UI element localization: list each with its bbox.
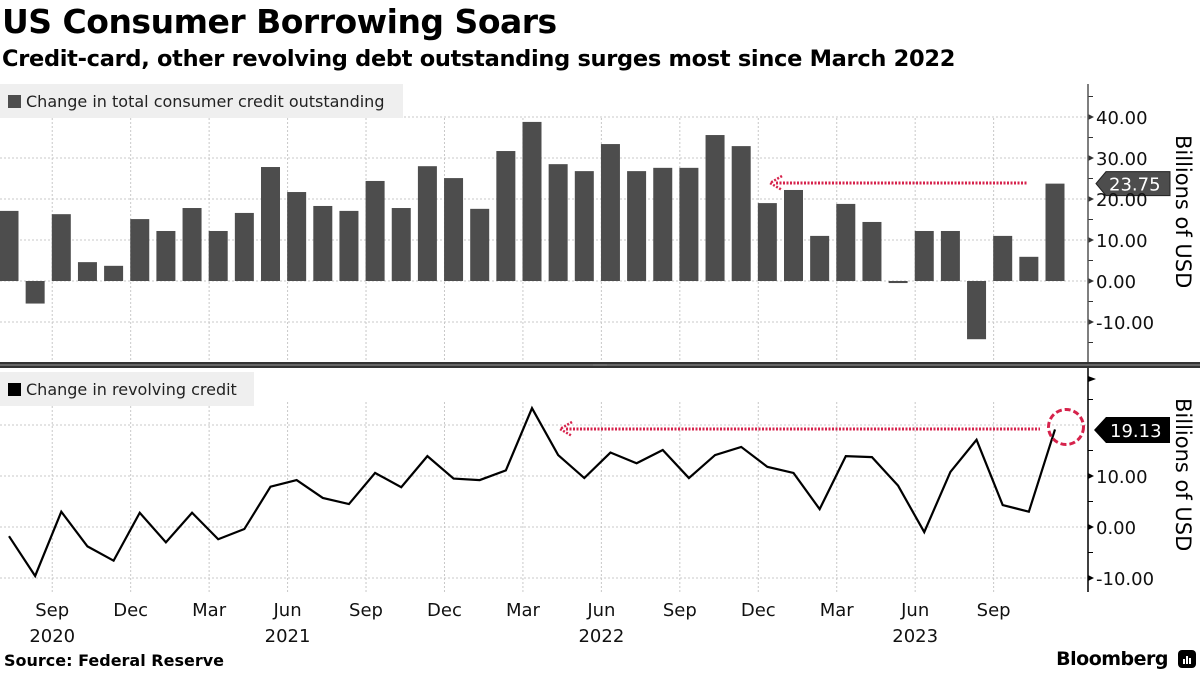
bar: [575, 171, 594, 281]
y-tick-label-top: -10.00: [1096, 313, 1154, 334]
legend-total-credit: Change in total consumer credit outstand…: [0, 84, 403, 118]
tick-mark: [1088, 575, 1094, 581]
y-tick-label-top: 10.00: [1096, 231, 1148, 252]
bar: [496, 151, 515, 281]
bar: [941, 231, 960, 281]
bar: [732, 146, 751, 281]
y-axis-title-top: Billions of USD: [1171, 135, 1195, 288]
legend-label-revolving: Change in revolving credit: [26, 380, 237, 399]
x-tick-label-month: Mar: [192, 600, 227, 621]
x-tick-label-year: 2022: [578, 626, 624, 647]
x-tick-label-month: Sep: [349, 600, 383, 621]
bar: [967, 281, 986, 339]
bar: [889, 281, 908, 283]
legend-swatch-bar: [8, 95, 21, 108]
y-tick-label-top: 0.00: [1096, 272, 1136, 293]
tick-mark: [1088, 319, 1094, 325]
brand-logo: Bloomberg: [1056, 648, 1168, 670]
bar-series: [0, 122, 1065, 339]
bar: [758, 203, 777, 281]
legend-label-total: Change in total consumer credit outstand…: [26, 92, 384, 111]
x-tick-label-month: Dec: [113, 600, 148, 621]
axes: -10.00 0.00 10.00 20.00 30.00 40.00 -10.00 0.00…: [0, 84, 1200, 647]
tick-mark: [1088, 278, 1094, 284]
bar: [836, 204, 855, 281]
bar: [549, 164, 568, 281]
tick-mark: [1088, 376, 1096, 382]
bar: [915, 231, 934, 281]
bar: [862, 222, 881, 281]
bar: [156, 231, 175, 281]
y-tick-label-bottom: 0.00: [1096, 518, 1136, 539]
x-tick-label-month: Jun: [273, 600, 302, 621]
bar: [601, 144, 620, 281]
x-tick-label-month: Sep: [977, 600, 1011, 621]
tick-mark: [1088, 155, 1094, 161]
tick-mark: [1088, 114, 1094, 120]
x-tick-label-month: Jun: [586, 600, 615, 621]
bar: [1019, 257, 1038, 281]
x-tick-label-month: Sep: [663, 600, 697, 621]
bar: [627, 171, 646, 281]
source-note: Source: Federal Reserve: [4, 651, 224, 670]
bar: [679, 168, 698, 281]
y-tick-label-top: 30.00: [1096, 149, 1148, 170]
bar: [287, 192, 306, 281]
bar: [183, 208, 202, 281]
y-tick-label-top: 40.00: [1096, 108, 1148, 129]
bar: [392, 208, 411, 281]
bar: [523, 122, 542, 281]
bar: [993, 236, 1012, 281]
line-series: [9, 408, 1055, 576]
bar: [261, 167, 280, 281]
legend-swatch-line: [8, 383, 21, 396]
x-tick-label-month: Sep: [35, 600, 69, 621]
annotations: 23.7519.13: [560, 172, 1170, 445]
bar: [1046, 184, 1065, 281]
bar: [444, 178, 463, 281]
bar: [0, 211, 19, 281]
tick-mark: [1088, 524, 1094, 530]
revolving-credit-line: [9, 408, 1055, 576]
bar: [339, 211, 358, 281]
x-tick-label-month: Dec: [741, 600, 776, 621]
bar: [52, 214, 71, 281]
bar: [130, 219, 149, 281]
bar: [78, 262, 97, 281]
y-axis-title-bottom: Billions of USD: [1171, 398, 1195, 551]
tick-mark: [1088, 473, 1094, 479]
bar: [706, 135, 725, 281]
bar: [418, 166, 437, 281]
bar: [784, 190, 803, 281]
bar: [366, 181, 385, 281]
x-tick-label-month: Dec: [427, 600, 462, 621]
x-tick-label-year: 2023: [892, 626, 938, 647]
bar: [209, 231, 228, 281]
bar: [810, 236, 829, 281]
last-value-label-bottom: 19.13: [1110, 421, 1162, 442]
x-tick-label-month: Mar: [506, 600, 541, 621]
bloomberg-terminal-icon: [1178, 650, 1196, 668]
bar: [470, 209, 489, 281]
annotation-circle: [1049, 410, 1084, 445]
x-tick-label-month: Jun: [900, 600, 929, 621]
bar: [653, 168, 672, 281]
x-tick-label-year: 2020: [29, 626, 75, 647]
bar: [26, 281, 45, 304]
legend-revolving-credit: Change in revolving credit: [0, 372, 254, 406]
tick-mark: [1088, 196, 1094, 202]
bar: [313, 206, 332, 281]
bar: [104, 266, 123, 281]
y-tick-label-bottom: -10.00: [1096, 569, 1154, 590]
bar: [235, 213, 254, 281]
y-tick-label-bottom: 10.00: [1096, 467, 1148, 488]
x-tick-label-month: Mar: [820, 600, 855, 621]
tick-mark: [1088, 237, 1094, 243]
x-tick-label-year: 2021: [265, 626, 311, 647]
y-tick-label-top: 20.00: [1096, 190, 1148, 211]
